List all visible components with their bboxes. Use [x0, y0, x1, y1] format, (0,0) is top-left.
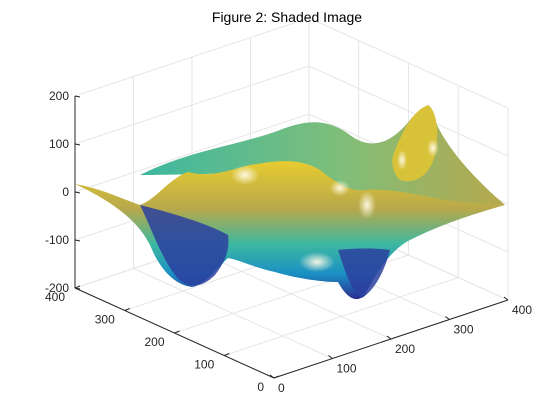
y-tick [224, 353, 230, 356]
y-tick-label: 0 [257, 380, 264, 394]
z-tick-label: -200 [45, 281, 69, 295]
z-tick-label: 200 [49, 89, 69, 103]
side-wall-gridline-z [308, 65, 509, 157]
z-tick [74, 143, 81, 146]
surface-highlight [358, 191, 376, 219]
z-tick [74, 95, 81, 98]
x-tick [445, 316, 450, 320]
x-tick-label: 400 [512, 303, 532, 317]
z-tick [74, 239, 81, 242]
z-tick-label: 0 [62, 185, 69, 199]
x-tick-label: 0 [278, 381, 285, 395]
chart-title: Figure 2: Shaded Image [212, 9, 362, 25]
y-tick [124, 308, 130, 311]
floor-gridline-y [224, 277, 459, 356]
surface-highlight [397, 150, 407, 170]
back-wall-gridline-z [74, 17, 310, 97]
surface-highlight [299, 252, 335, 272]
y-tick-label: 200 [144, 335, 164, 349]
surface-highlight [231, 165, 259, 185]
z-tick [74, 287, 81, 290]
side-wall-gridline-z [308, 17, 509, 109]
x-tick [386, 335, 392, 340]
z-tick-label: 100 [49, 137, 69, 151]
y-tick [273, 375, 280, 379]
x-tick [269, 374, 275, 379]
y-tick-label: 300 [95, 313, 115, 327]
z-tick-label: -100 [45, 233, 69, 247]
x-tick [503, 296, 509, 301]
surface-right-trough [338, 248, 390, 298]
y-tick-label: 400 [45, 290, 65, 304]
back-wall-gridline-z [74, 65, 310, 145]
surface-left-trough [140, 205, 229, 286]
x-tick-label: 300 [454, 323, 474, 337]
x-tick [328, 355, 333, 359]
y-tick [174, 330, 180, 334]
x-tick-label: 200 [395, 342, 415, 356]
axes: 01002003004000100200300400-200-100010020… [45, 89, 532, 395]
back-wall-gridline-z [74, 113, 310, 193]
x-tick-label: 100 [337, 362, 357, 376]
surface [75, 105, 505, 300]
z-tick [74, 191, 81, 194]
surface-highlight [427, 139, 439, 157]
y-tick-label: 100 [194, 358, 214, 372]
surface-highlight [330, 180, 350, 196]
